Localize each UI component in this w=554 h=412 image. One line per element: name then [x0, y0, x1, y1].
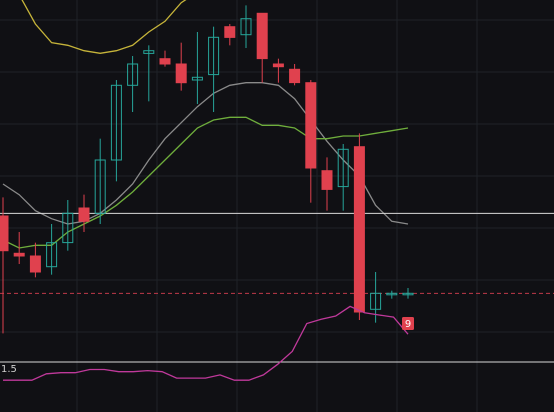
candle-body-19 — [305, 82, 317, 169]
candle-body-3 — [46, 242, 58, 268]
signal-badge — [402, 317, 414, 330]
candle-body-21 — [337, 148, 349, 188]
oscillator-level-label: 1.5 — [1, 364, 17, 375]
candle-body-4 — [62, 212, 74, 244]
candle-body-5 — [78, 207, 90, 222]
candle-body-1 — [13, 252, 25, 257]
candle-body-23 — [370, 292, 382, 310]
candle-body-22 — [353, 146, 365, 313]
middle-band-line — [2, 82, 409, 225]
candle-body-13 — [208, 36, 220, 76]
candle-body-17 — [272, 63, 284, 68]
lower-band-line — [2, 116, 409, 249]
candle-body-6 — [94, 159, 106, 214]
candle-body-12 — [191, 76, 203, 81]
candle-body-16 — [256, 12, 268, 60]
candle-body-10 — [159, 58, 171, 65]
candle-body-18 — [289, 68, 301, 84]
candle-body-11 — [175, 63, 187, 84]
oscillator-line — [3, 305, 409, 381]
candle-body-25 — [402, 292, 414, 296]
candle-body-8 — [127, 63, 139, 86]
candle-body-15 — [240, 18, 252, 36]
candle-body-14 — [224, 26, 236, 38]
candle-body-0 — [0, 215, 9, 252]
candle-body-20 — [321, 170, 333, 190]
candle-body-9 — [143, 50, 155, 54]
upper-band-line — [21, 0, 187, 54]
candle-body-24 — [386, 292, 398, 296]
candle-body-7 — [110, 84, 122, 161]
signal-badge-label: 9 — [405, 319, 411, 330]
candle-body-2 — [29, 255, 41, 273]
